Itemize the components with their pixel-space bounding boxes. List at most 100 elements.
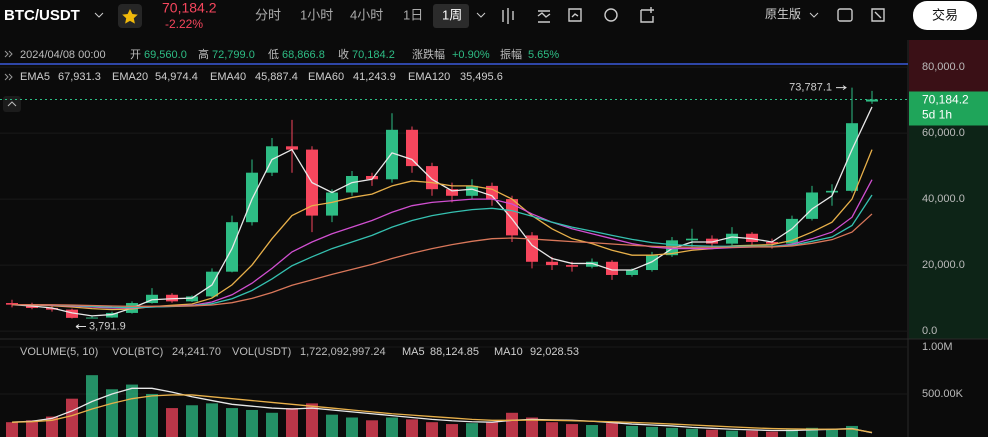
legend-value: 54,974.4 [155,71,198,83]
legend-name: EMA20 [112,71,148,83]
y-tick-label: 20,000.0 [922,259,965,271]
volume-bar [66,398,78,437]
fullscreen-icon[interactable] [871,8,885,22]
collapse-icon[interactable] [4,73,13,81]
y-tick-label: 500.00K [922,388,964,400]
candle-body [406,129,418,167]
indicator-icon[interactable] [537,10,551,23]
volume-bar [366,420,378,437]
version-caret[interactable] [809,12,819,18]
fold-button[interactable] [3,96,21,112]
volume-bar [506,412,518,437]
volume-bar [346,417,358,437]
volume-bar [426,422,438,437]
candle-body [6,303,18,305]
chart-type-icon[interactable] [568,8,582,22]
candle-body [646,255,658,271]
info-label: 开 [130,49,141,61]
volume-bar [466,423,478,437]
info-value: 72,799.0 [212,49,255,61]
legend-value: 92,028.53 [530,346,579,358]
volume-bar [246,409,258,437]
candle-body [186,296,198,302]
volume-bar [386,417,398,437]
candle-body [146,294,158,304]
volume-bar [666,427,678,437]
volume-bar [86,375,98,437]
timeframe-tab[interactable]: 4小时 [350,7,383,22]
volume-bar [166,408,178,437]
trade-button[interactable] [913,1,977,30]
line-series [11,387,873,434]
last-price-tag [909,91,988,126]
timeframe-tab[interactable]: 1周 [442,7,462,22]
symbol-caret[interactable] [94,12,104,18]
y-tick-label: 40,000.0 [922,193,965,205]
volume-value: 1,722,092,997.24 [300,346,386,358]
volume-bar [806,427,818,437]
volume-bar [846,425,858,437]
volume-bar [486,422,498,437]
candle-icon[interactable] [502,8,514,24]
legend-value: 45,887.4 [255,71,298,83]
info-value: 5.65% [528,49,559,61]
collapse-icon[interactable] [4,50,13,58]
info-label: 高 [198,47,209,61]
max-label: 73,787.1 [789,82,832,94]
volume-bar [126,384,138,437]
info-label: 涨跌幅 [412,47,445,61]
timeframe-tab[interactable]: 分时 [255,7,281,22]
line-series [11,394,873,433]
volume-bar [646,426,658,437]
candle-body [106,312,118,318]
line-series [11,213,873,307]
y-tick-label: 0.0 [922,325,937,337]
window-icon[interactable] [837,8,853,22]
price-change: -2.22% [165,17,203,31]
candle-time: 2024/04/08 00:00 [20,49,106,61]
candle-body [286,146,298,150]
volume-bar [566,424,578,437]
candle-body [166,294,178,302]
candle-body [66,309,78,318]
countdown-label: 5d 1h [922,108,952,122]
candle-body [466,185,478,196]
volume-bar [446,424,458,437]
tab-caret[interactable] [476,12,486,18]
max-arrow [836,85,847,91]
legend-name: EMA60 [308,71,344,83]
trade-button-label[interactable]: 交易 [932,7,958,22]
timeframe-tab[interactable]: 1日 [403,7,423,22]
symbol[interactable]: BTC/USDT [4,7,80,24]
candle-body [246,172,258,223]
volume-bar [786,429,798,437]
candle-body [446,189,458,196]
volume-bar [306,403,318,437]
volume-title: VOLUME(5, 10) [20,346,98,358]
volume-bar [26,420,38,437]
volume-label: VOL(BTC) [112,346,163,358]
volume-bar [6,422,18,437]
info-value: 69,560.0 [144,49,187,61]
candle-body [726,233,738,244]
settings-icon[interactable] [604,8,618,22]
volume-bar [46,416,58,437]
info-label: 收 [338,47,349,61]
volume-label: VOL(USDT) [232,346,291,358]
volume-bar [546,422,558,437]
legend-name: MA5 [402,346,425,358]
legend-name: EMA5 [20,71,50,83]
volume-bar [826,428,838,437]
fold-icon [7,101,17,107]
axis-band-down [909,98,988,339]
y-tick-label: 1.00M [922,341,953,353]
active-tab-bg [433,4,469,28]
info-value: +0.90% [452,49,490,61]
version-select[interactable]: 原生版 [765,7,801,21]
candle-body [606,261,618,275]
alert-icon[interactable] [640,7,654,23]
timeframe-tab[interactable]: 1小时 [300,7,333,22]
volume-bar [206,403,218,437]
